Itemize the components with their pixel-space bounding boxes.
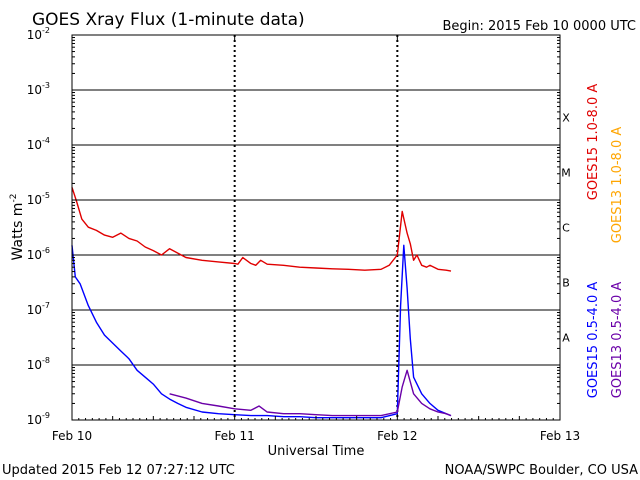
y-tick-label: 10-4 xyxy=(27,136,50,152)
flare-class-label: X xyxy=(562,112,570,125)
flare-class-label: A xyxy=(562,332,570,345)
x-tick-label: Feb 10 xyxy=(52,429,92,443)
flare-class-label: M xyxy=(561,167,571,180)
credit-line: NOAA/SWPC Boulder, CO USA xyxy=(445,463,638,478)
grid xyxy=(72,35,560,420)
y-tick-label: 10-6 xyxy=(27,246,50,262)
data-series xyxy=(71,187,452,419)
y-tick-label: 10-8 xyxy=(27,356,50,372)
x-tick-label: Feb 11 xyxy=(214,429,254,443)
x-tick-label: Feb 12 xyxy=(377,429,417,443)
y-axis-label: Watts m-2 xyxy=(9,194,26,261)
series-line xyxy=(71,244,452,419)
legend-entry: GOES13 0.5-4.0 A xyxy=(610,282,625,399)
plot-frame xyxy=(71,34,561,421)
y-axis-ticks: 10-9 10-8 10-7 10-6 10-5 10-4 10-3 10-2 xyxy=(27,26,560,427)
flare-class-label: C xyxy=(562,222,570,235)
y-tick-label: 10-2 xyxy=(27,26,50,42)
legend-entry: GOES15 1.0-8.0 A xyxy=(586,84,601,201)
y-tick-label: 10-9 xyxy=(27,411,50,427)
series-line xyxy=(71,187,452,272)
y-tick-label: 10-7 xyxy=(27,301,50,317)
legend-entry: GOES15 0.5-4.0 A xyxy=(586,282,601,399)
x-axis-label: Universal Time xyxy=(268,444,365,459)
y-tick-label: 10-3 xyxy=(27,81,50,97)
x-axis-ticks: Feb 10 Feb 11 Feb 12 Feb 13 xyxy=(52,35,580,443)
begin-date: Begin: 2015 Feb 10 0000 UTC xyxy=(442,19,636,34)
updated-timestamp: Updated 2015 Feb 12 07:27:12 UTC xyxy=(2,463,235,478)
x-tick-label: Feb 13 xyxy=(540,429,580,443)
legend: GOES15 1.0-8.0 A GOES13 1.0-8.0 A GOES15 0… xyxy=(586,84,625,399)
flare-class-labels: A B C M X xyxy=(561,112,571,345)
series-line xyxy=(169,369,452,417)
y-tick-label: 10-5 xyxy=(27,191,50,207)
legend-entry: GOES13 1.0-8.0 A xyxy=(610,127,625,244)
chart-title: GOES Xray Flux (1-minute data) xyxy=(32,10,305,30)
flare-class-label: B xyxy=(562,277,570,290)
